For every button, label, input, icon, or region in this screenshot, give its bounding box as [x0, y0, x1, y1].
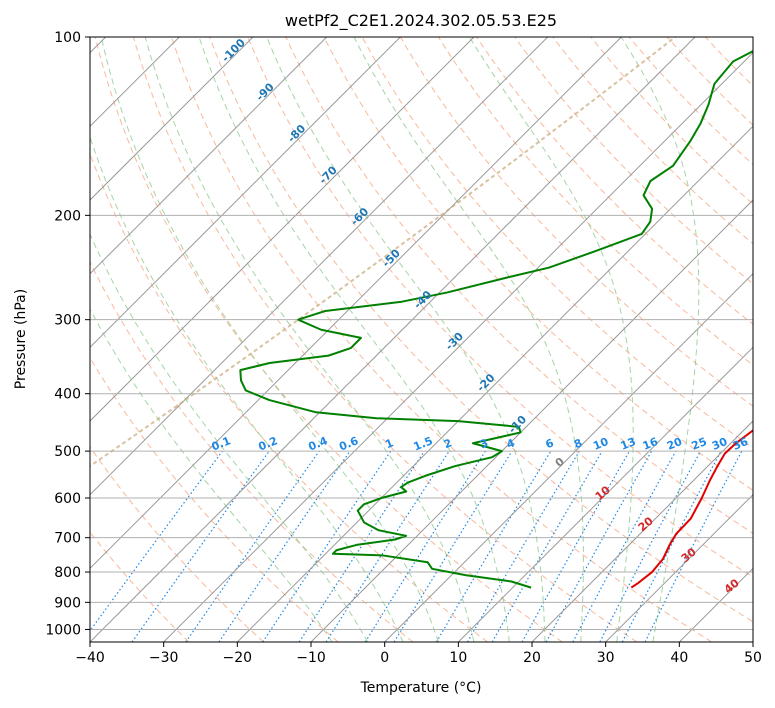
y-tick-label: 100	[54, 30, 81, 46]
mixing-ratio-line	[364, 450, 486, 642]
y-tick-label: 300	[54, 313, 81, 329]
x-tick-label: 30	[597, 650, 615, 666]
mixing-ratio-label: 8	[572, 436, 584, 451]
mixing-ratio-label: 25	[690, 435, 709, 453]
y-tick-label: 900	[54, 595, 81, 611]
y-tick-label: 800	[54, 565, 81, 581]
x-tick-label: 0	[380, 650, 389, 666]
mixing-ratio-label: 1	[383, 436, 395, 451]
dry-adiabat	[209, 37, 753, 623]
x-tick-label: 50	[744, 650, 762, 666]
pressure-gridlines	[90, 37, 753, 630]
dry-adiabat	[132, 37, 638, 642]
y-tick-label: 500	[54, 444, 81, 460]
dry-adiabat	[90, 260, 414, 642]
dry-adiabat	[514, 37, 753, 285]
moist-adiabat	[198, 37, 510, 642]
moist-adiabat	[266, 37, 546, 642]
isotherm-line	[163, 51, 753, 642]
frost-line	[90, 37, 676, 468]
dewpoint-line	[239, 50, 753, 589]
isotherm-line	[531, 420, 753, 642]
x-tick-label: 10	[449, 650, 467, 666]
isotherm-line	[90, 37, 475, 422]
y-axis-title: Pressure (hPa)	[13, 289, 29, 389]
dry-adiabat	[476, 37, 753, 325]
isotherm-line	[384, 272, 753, 642]
isotherms	[90, 37, 753, 642]
dry-adiabat	[90, 446, 264, 642]
dry-adiabat	[323, 37, 753, 491]
mixing-ratio-line	[521, 450, 631, 642]
temperature-line	[630, 429, 753, 589]
moist-adiabat	[90, 135, 404, 642]
mixing-ratio-line	[466, 450, 580, 642]
isotherm-line	[605, 493, 753, 642]
x-axis-title: Temperature (°C)	[360, 680, 482, 696]
mixing-ratio-line	[325, 450, 450, 642]
dry-adiabat	[399, 37, 753, 407]
x-tick-label: −40	[75, 650, 105, 666]
mixing-ratio-label: 10	[591, 435, 610, 453]
moist-adiabat	[144, 37, 475, 642]
mixing-ratio-line	[435, 450, 552, 642]
dry-adiabat	[247, 37, 753, 578]
mixing-ratio-label: 13	[619, 435, 638, 453]
mixing-ratio-label: 30	[710, 435, 729, 453]
mixing-ratio-line	[491, 450, 603, 642]
y-tick-label: 200	[54, 208, 81, 224]
x-tick-label: −30	[149, 650, 179, 666]
dry-adiabat	[94, 37, 563, 642]
mixing-ratio-line	[90, 450, 223, 632]
y-tick-label: 600	[54, 491, 81, 507]
moist-adiabat	[90, 308, 333, 642]
isotherm-line	[457, 346, 753, 642]
mixing-ratio-line	[185, 450, 320, 642]
y-axis: 100 200 300 400 500 600 700 800 900 1000	[45, 30, 90, 638]
plot-frame	[89, 36, 754, 643]
mixing-ratio-label: 36	[731, 435, 750, 453]
mixing-ratio-line	[572, 450, 677, 642]
mixing-ratio-line	[131, 450, 270, 642]
frost-curve	[90, 37, 676, 468]
moist-adiabat	[90, 233, 369, 642]
isotherm-line	[90, 37, 696, 642]
dry-adiabat	[628, 37, 753, 166]
x-tick-label: −10	[296, 650, 326, 666]
mixing-ratio-label: 16	[641, 435, 660, 453]
x-tick-label: 40	[670, 650, 688, 666]
mixing-ratio-label: 3	[478, 436, 490, 451]
y-tick-label: 400	[54, 387, 81, 403]
isotherm-line	[90, 37, 622, 570]
y-tick-label: 1000	[45, 622, 81, 638]
mixing-ratio-label: 2	[442, 436, 454, 451]
isotherm-line	[90, 37, 401, 349]
moist-adiabat	[100, 37, 439, 642]
x-tick-label: −20	[223, 650, 253, 666]
isotherm-line	[90, 37, 549, 496]
x-axis: −40 −30 −20 −10 0 10 20 30 40 50	[75, 642, 762, 666]
isotherm-line	[236, 125, 753, 642]
moist-adiabat	[620, 37, 700, 642]
moist-adiabat	[353, 37, 584, 642]
isotherm-line	[310, 199, 753, 642]
mixing-ratio-line	[218, 450, 351, 642]
sounding-series	[239, 50, 753, 589]
chart-title: wetPf2_C2E1.2024.302.05.53.E25	[285, 11, 557, 31]
mixing-ratio-lines	[90, 450, 743, 642]
mixing-ratio-line	[393, 450, 513, 642]
isotherm-line	[90, 37, 254, 201]
isotherm-line	[90, 37, 328, 275]
mixing-ratio-label: 20	[665, 435, 684, 453]
x-tick-label: 20	[523, 650, 541, 666]
y-tick-label: 700	[54, 531, 81, 547]
